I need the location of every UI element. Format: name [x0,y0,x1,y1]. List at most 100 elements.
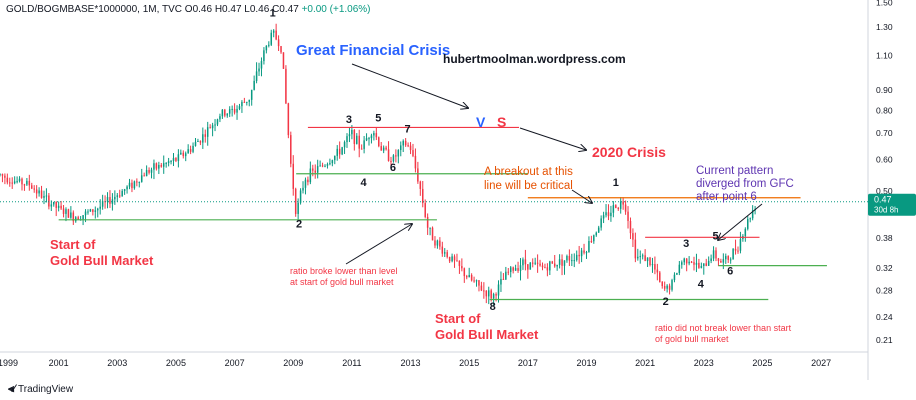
candle-body [507,271,510,273]
candle-body [446,252,448,257]
candle-body [87,211,89,213]
tradingview-brand[interactable]: ⫷⁄ TradingView [8,383,73,396]
candle-body [48,195,50,207]
candle-body [632,233,634,240]
candle-body [277,39,280,47]
candle-body [35,189,38,194]
candle-body [304,179,307,188]
candle-body [353,130,356,144]
candle-body [385,147,387,150]
annotation-ratio-broke: at start of gold bull market [290,277,394,287]
candle-body [116,195,119,197]
last-price-countdown: 30d 8h [874,206,898,215]
candle-body [473,280,475,282]
candle-body [720,261,722,263]
candle-body [192,145,194,152]
candle-body [395,155,397,157]
candle-body [439,240,441,247]
candle-body [263,50,265,62]
arrow-current-to-5 [718,203,763,240]
candle-body [150,169,153,173]
candle-body [316,166,319,173]
y-tick-label: 0.60 [876,155,893,165]
y-tick-label: 0.21 [876,335,893,345]
candle-body [693,262,695,265]
candle-body [140,175,143,182]
candle-body [358,135,360,149]
symbol-label[interactable]: GOLD/BOGMBASE*1000000, 1M, TVC [6,4,183,15]
candle-body [673,274,676,281]
x-tick-label: 2019 [576,358,596,368]
candle-body [253,80,255,90]
candle-body [651,264,654,266]
candle-body [99,206,101,209]
candle-body [43,195,45,198]
candle-body [165,162,167,164]
candle-body [727,256,729,260]
candle-body [21,178,23,185]
candle-body [382,147,385,151]
candle-body [434,240,436,246]
candle-body [319,165,321,167]
candle-body [172,157,175,162]
pattern-point-label: 8 [490,301,496,313]
candle-body [351,130,353,135]
candle-body [299,190,302,203]
candle-body [368,138,370,140]
candle-body [18,178,21,182]
candle-body [285,68,287,104]
candle-body [387,149,390,161]
candle-body [321,165,324,167]
candle-body [392,155,395,162]
candle-body [307,179,309,183]
candle-body [243,101,246,103]
candle-body [580,250,583,257]
candle-body [424,203,426,217]
candle-body [62,208,65,214]
candle-body [334,155,336,161]
candle-body [659,272,661,282]
candle-body [563,260,566,266]
candle-body [211,125,214,129]
pattern-point-label: 3 [346,114,352,126]
candle-body [646,257,649,262]
candle-body [656,269,659,273]
candle-body [497,284,500,296]
candle-body [593,235,595,242]
candle-body [82,215,84,220]
annotation-breakout: A breakout at this [484,166,573,178]
candle-body [40,190,43,198]
candle-body [182,152,185,157]
candle-body [722,259,725,263]
candle-body [158,165,160,169]
candle-body [419,181,422,189]
candle-body [370,135,373,139]
candle-body [226,113,229,116]
candle-body [644,255,646,262]
candle-body [45,195,48,197]
tradingview-logo-icon: ⫷⁄ [8,383,15,395]
candle-body [341,147,343,155]
candle-body [627,211,629,221]
candle-body [1,174,4,176]
candle-body [138,181,141,183]
candle-body [380,146,382,151]
candle-body [441,246,444,254]
candle-body [451,256,453,262]
candle-body [514,268,517,271]
candle-body [0,174,1,176]
candle-body [160,165,163,167]
arrow-breakout-to-line [571,189,592,203]
y-tick-label: 1.10 [876,51,893,61]
price-chart[interactable]: 1999 2001 2003 2005 2007 2009 2011 2013 2015 2017… [0,0,916,380]
candle-body [558,259,561,265]
candle-body [629,220,632,234]
candle-body [607,212,610,217]
candle-body [634,239,637,259]
candle-body [175,157,177,161]
candle-body [729,259,732,261]
candle-body [690,261,693,263]
pattern-point-label: 2 [296,218,302,230]
pattern-point-label: 1 [270,8,276,20]
candle-body [485,290,488,297]
